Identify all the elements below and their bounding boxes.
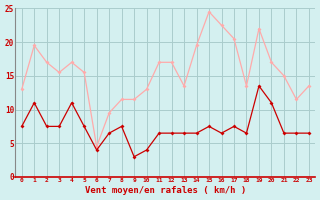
X-axis label: Vent moyen/en rafales ( km/h ): Vent moyen/en rafales ( km/h ) xyxy=(85,186,246,195)
